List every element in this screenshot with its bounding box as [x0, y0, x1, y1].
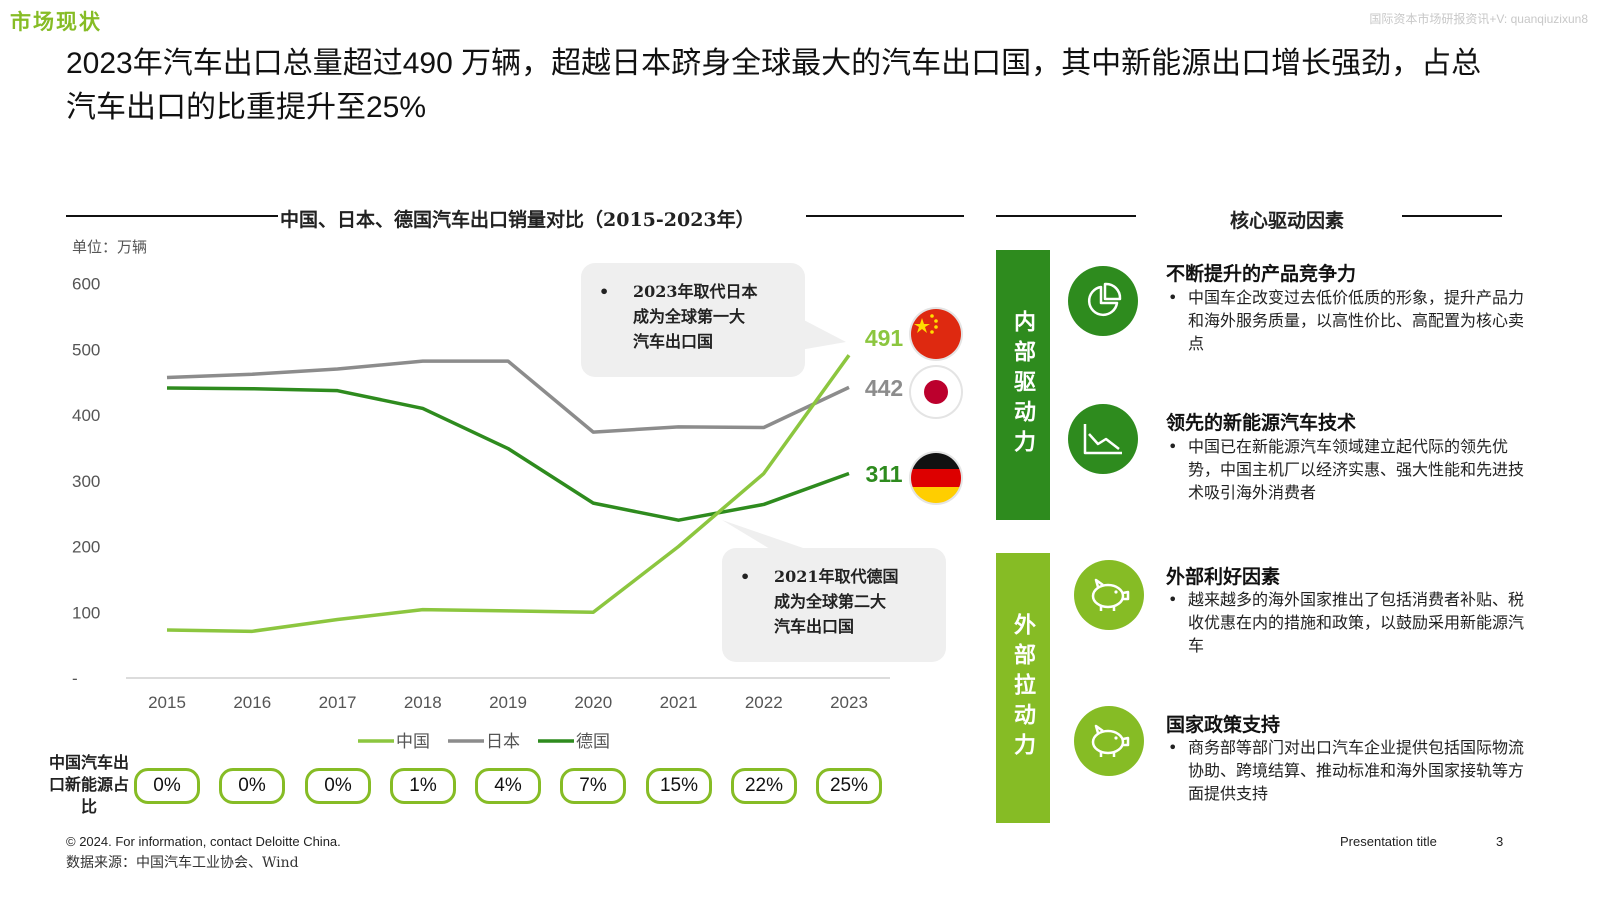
callout-2023: • 2023年取代日本 成为全球第一大 汽车出口国 [581, 263, 805, 377]
group-external-pull: 外部拉动力 [996, 553, 1050, 823]
china-flag [909, 307, 963, 361]
callout-bullet: • [599, 282, 610, 301]
nev-share-pill: 15% [646, 768, 712, 804]
legend-label: 日本 [486, 732, 520, 752]
factor-description: 中国已在新能源汽车领域建立起代际的领先优势，中国主机厂以经济实惠、强大性能和先进… [1166, 435, 1538, 504]
chart-title-rule-right [806, 215, 964, 217]
y-tick-label: 200 [72, 538, 100, 557]
factor-description: 商务部等部门对出口汽车企业提供包括国际物流协助、跨境结算、推动标准和海外国家接轨… [1166, 736, 1538, 805]
end-value-label: 311 [865, 461, 902, 487]
core-title-rule-left [996, 215, 1136, 217]
x-tick-label: 2021 [660, 693, 698, 712]
x-tick-label: 2020 [574, 693, 612, 712]
piggy-bank-icon [1074, 560, 1144, 630]
series-line-德国 [166, 386, 850, 522]
x-tick-label: 2015 [148, 693, 186, 712]
nev-share-label: 中国汽车出口新能源占比 [48, 753, 129, 816]
page-headline: 2023年汽车出口总量超过490 万辆，超越日本跻身全球最大的汽车出口国，其中新… [66, 47, 1482, 124]
callout-1-tail [800, 318, 846, 350]
callout-line: 汽车出口国 [633, 332, 714, 351]
watermark: 国际资本市场研报资讯+V: quanqiuzixun8 [1369, 12, 1588, 26]
group-label: 外部拉动力 [1010, 613, 1036, 763]
core-factors-title: 核心驱动因素 [1230, 210, 1345, 232]
nev-share-pill: 0% [134, 768, 200, 804]
y-tick-label: - [72, 669, 78, 688]
line-chart-icon [1068, 404, 1138, 474]
x-tick-label: 2018 [404, 693, 442, 712]
callout-line: 成为全球第一大 [633, 307, 746, 326]
legend-label: 中国 [396, 732, 430, 752]
group-internal-drivers: 内部驱动力 [996, 250, 1050, 520]
factor-title: 不断提升的产品竞争力 [1166, 263, 1357, 285]
x-tick-label: 2022 [745, 693, 783, 712]
callout-bullet: • [740, 567, 751, 586]
footer-page-number: 3 [1496, 834, 1504, 849]
callout-line: 2021年取代德国 [774, 567, 899, 586]
x-tick-label: 2017 [319, 693, 357, 712]
piggy-bank-icon [1074, 706, 1144, 776]
core-title-rule-right [1402, 215, 1502, 217]
nev-share-pill: 4% [475, 768, 541, 804]
callout-2021: • 2021年取代德国 成为全球第二大 汽车出口国 [722, 548, 946, 662]
nev-share-pill: 25% [816, 768, 882, 804]
callout-2-tail [722, 520, 806, 549]
callout-line: 2023年取代日本 [633, 282, 758, 301]
end-value-label: 442 [865, 375, 903, 401]
section-tag: 市场现状 [10, 9, 102, 34]
x-tick-label: 2019 [489, 693, 527, 712]
nev-share-pill: 7% [560, 768, 626, 804]
y-tick-label: 600 [72, 275, 100, 294]
series-line-日本 [166, 359, 850, 434]
legend-label: 德国 [576, 732, 610, 752]
x-tick-label: 2023 [830, 693, 868, 712]
line-chart: - 100 200 300 400 500 600 2015 2016 2017 2018 2019… [72, 275, 963, 752]
japan-flag [909, 365, 963, 419]
footer-copyright: © 2024. For information, contact Deloitt… [66, 834, 341, 849]
x-tick-label: 2016 [233, 693, 271, 712]
factor-description: 中国车企改变过去低价低质的形象，提升产品力和海外服务质量，以高性价比、高配置为核… [1166, 286, 1538, 355]
y-tick-label: 400 [72, 406, 100, 425]
callout-line: 成为全球第二大 [774, 592, 887, 611]
nev-share-pill: 1% [390, 768, 456, 804]
y-tick-label: 300 [72, 472, 100, 491]
factor-description: 越来越多的海外国家推出了包括消费者补贴、税收优惠在内的措施和政策，以鼓励采用新能… [1166, 588, 1538, 657]
factor-title: 领先的新能源汽车技术 [1166, 412, 1357, 434]
callout-line: 汽车出口国 [774, 617, 855, 636]
factor-title: 外部利好因素 [1166, 566, 1281, 588]
nev-share-pill: 0% [219, 768, 285, 804]
nev-share-pill: 0% [305, 768, 371, 804]
germany-flag [909, 451, 963, 505]
pie-chart-icon [1068, 266, 1138, 336]
series-line-中国 [166, 354, 851, 634]
footer-presentation-title: Presentation title [1340, 834, 1437, 849]
group-label: 内部驱动力 [1010, 310, 1036, 460]
end-value-label: 491 [865, 325, 904, 351]
unit-label: 单位：万辆 [72, 238, 148, 256]
nev-share-pill: 22% [731, 768, 797, 804]
factor-title: 国家政策支持 [1166, 714, 1281, 736]
chart-title-rule-left [66, 215, 278, 217]
chart-title: 中国、日本、德国汽车出口销量对比（2015-2023年） [280, 209, 755, 231]
footer-source: 数据来源：中国汽车工业协会、Wind [66, 855, 299, 871]
y-tick-label: 100 [72, 603, 100, 622]
y-tick-label: 500 [72, 340, 100, 359]
